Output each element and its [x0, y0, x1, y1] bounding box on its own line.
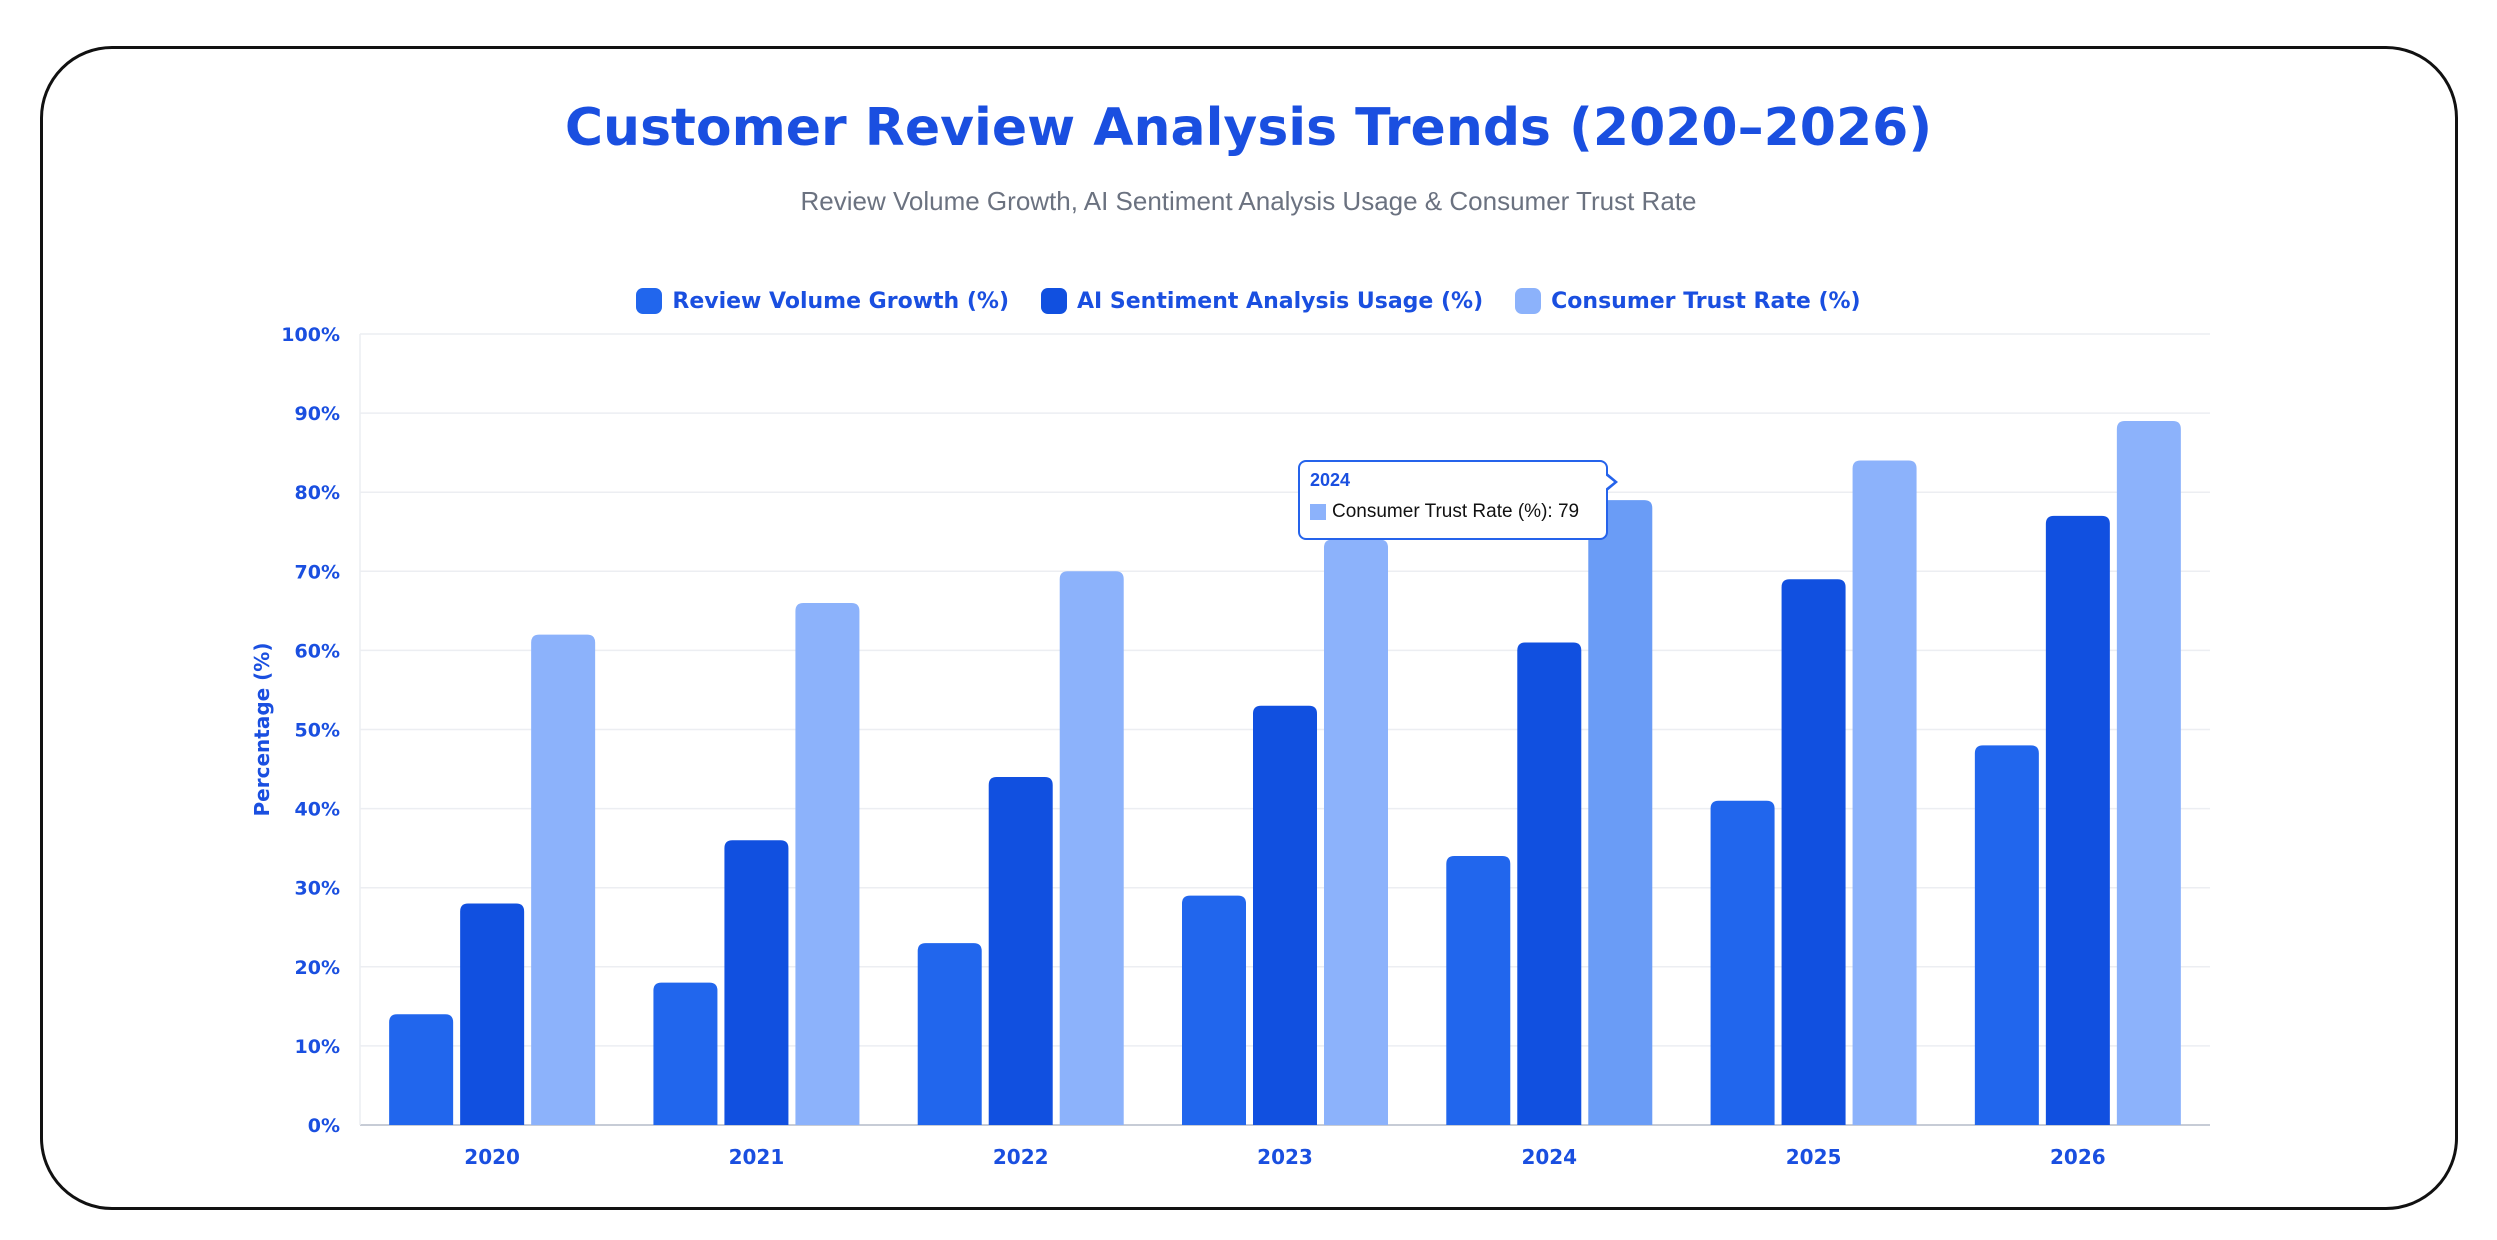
legend-swatch	[1515, 288, 1542, 314]
x-tick-label: 2020	[464, 1145, 520, 1169]
bar-2025-series-0	[1710, 800, 1775, 1125]
x-tick-label: 2026	[2050, 1145, 2106, 1169]
x-tick-label: 2023	[1257, 1145, 1313, 1169]
bar-2024-series-1	[1517, 642, 1582, 1125]
bar-2024-series-2	[1588, 500, 1653, 1125]
bar-2024-series-0	[1446, 856, 1511, 1125]
chart-tooltip: 2024 Consumer Trust Rate (%): 79	[1298, 460, 1608, 540]
bar-2026-series-0	[1974, 745, 2039, 1125]
chart-legend: Review Volume Growth (%) AI Sentiment An…	[0, 288, 2497, 314]
legend-item-review-volume[interactable]: Review Volume Growth (%)	[636, 288, 1009, 314]
x-tick-label: 2025	[1786, 1145, 1842, 1169]
bar-2021-series-0	[653, 982, 718, 1125]
bar-2026-series-2	[2116, 421, 2181, 1125]
x-tick-label: 2021	[729, 1145, 785, 1169]
bar-2022-series-0	[917, 943, 982, 1125]
legend-swatch	[636, 288, 663, 314]
x-tick-label: 2024	[1521, 1145, 1577, 1169]
legend-label: Review Volume Growth (%)	[672, 288, 1010, 314]
y-tick-label: 10%	[295, 1036, 340, 1058]
bar-2026-series-1	[2045, 515, 2110, 1125]
bar-2022-series-2	[1059, 571, 1124, 1125]
bar-2020-series-0	[389, 1014, 454, 1125]
chart-subtitle: Review Volume Growth, AI Sentiment Analy…	[800, 186, 1697, 216]
y-tick-label: 90%	[295, 403, 340, 425]
bar-2020-series-2	[531, 634, 596, 1125]
tooltip-title: 2024	[1310, 470, 1351, 490]
y-tick-label: 80%	[295, 482, 340, 504]
legend-swatch	[1041, 288, 1068, 314]
legend-item-ai-sentiment[interactable]: AI Sentiment Analysis Usage (%)	[1041, 288, 1483, 314]
y-tick-label: 70%	[295, 561, 340, 583]
tooltip-row: Consumer Trust Rate (%): 79	[1310, 501, 1596, 523]
y-tick-label: 20%	[295, 957, 340, 979]
tooltip-caret-inner	[1604, 474, 1614, 490]
bar-2020-series-1	[460, 903, 525, 1125]
bar-2021-series-1	[724, 840, 789, 1125]
x-tick-label: 2022	[993, 1145, 1049, 1169]
chart-title: Customer Review Analysis Trends (2020–20…	[564, 98, 1933, 158]
legend-item-consumer-trust[interactable]: Consumer Trust Rate (%)	[1515, 288, 1861, 314]
legend-label: AI Sentiment Analysis Usage (%)	[1077, 288, 1484, 314]
y-tick-label: 30%	[295, 878, 340, 900]
bar-2023-series-2	[1324, 539, 1388, 1125]
tooltip-text: Consumer Trust Rate (%): 79	[1332, 501, 1580, 522]
legend-label: Consumer Trust Rate (%)	[1551, 288, 1861, 314]
bar-2022-series-1	[988, 776, 1053, 1125]
y-tick-label: 40%	[295, 799, 340, 821]
y-tick-label: 100%	[281, 324, 340, 346]
y-tick-label: 50%	[295, 720, 340, 742]
bar-2023-series-0	[1182, 895, 1246, 1125]
bar-2025-series-1	[1781, 579, 1846, 1125]
tooltip-swatch	[1310, 504, 1326, 520]
bar-2021-series-2	[795, 602, 860, 1125]
y-tick-label: 60%	[295, 640, 340, 662]
bar-2023-series-1	[1253, 705, 1317, 1125]
y-axis-label: Percentage (%)	[250, 643, 274, 817]
y-tick-label: 0%	[308, 1115, 340, 1137]
bar-2025-series-2	[1852, 460, 1917, 1125]
